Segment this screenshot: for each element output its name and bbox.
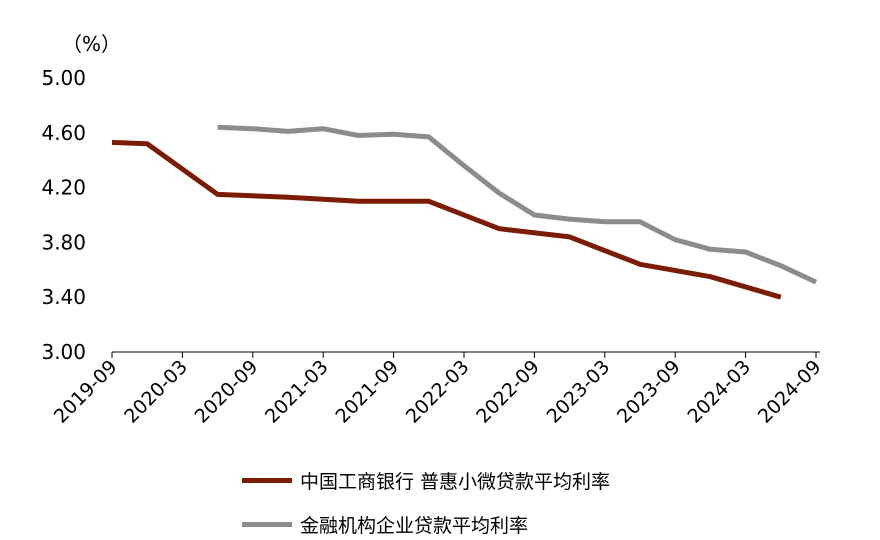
y-tick-label: 3.80 bbox=[41, 230, 86, 254]
x-tick-label: 2024-03 bbox=[683, 356, 755, 428]
y-tick-label: 3.40 bbox=[41, 285, 86, 309]
legend-item-enterprise: 金融机构企业贷款平均利率 bbox=[242, 511, 528, 538]
legend-label-enterprise: 金融机构企业贷款平均利率 bbox=[300, 515, 529, 537]
x-tick-label: 2023-09 bbox=[613, 356, 685, 428]
x-tick-label: 2022-09 bbox=[472, 356, 544, 428]
y-tick-label: 5.00 bbox=[41, 66, 86, 90]
legend-swatch-enterprise bbox=[242, 522, 292, 527]
x-tick-label: 2021-03 bbox=[261, 356, 333, 428]
legend-item-icbc: 中国工商银行 普惠小微贷款平均利率 bbox=[242, 467, 610, 494]
y-tick-label: 3.00 bbox=[41, 340, 86, 364]
x-tick-label: 2019-09 bbox=[50, 356, 122, 428]
x-tick-label: 2024-09 bbox=[754, 356, 826, 428]
x-tick-label: 2020-09 bbox=[191, 356, 263, 428]
legend-label-icbc: 中国工商银行 普惠小微贷款平均利率 bbox=[300, 471, 611, 493]
series-line-icbc bbox=[111, 139, 782, 300]
series-line-enterprise bbox=[217, 124, 818, 285]
y-unit-label: （%） bbox=[62, 32, 122, 56]
y-tick-label: 4.60 bbox=[41, 121, 86, 145]
y-tick-label: 4.20 bbox=[41, 176, 86, 200]
series-lines bbox=[111, 124, 818, 300]
x-tick-label: 2020-03 bbox=[120, 356, 192, 428]
x-tick-label: 2023-03 bbox=[543, 356, 615, 428]
axes bbox=[111, 351, 820, 358]
x-tick-label: 2021-09 bbox=[331, 356, 403, 428]
x-tick-label: 2022-03 bbox=[402, 356, 474, 428]
legend-swatch-icbc bbox=[242, 478, 292, 483]
